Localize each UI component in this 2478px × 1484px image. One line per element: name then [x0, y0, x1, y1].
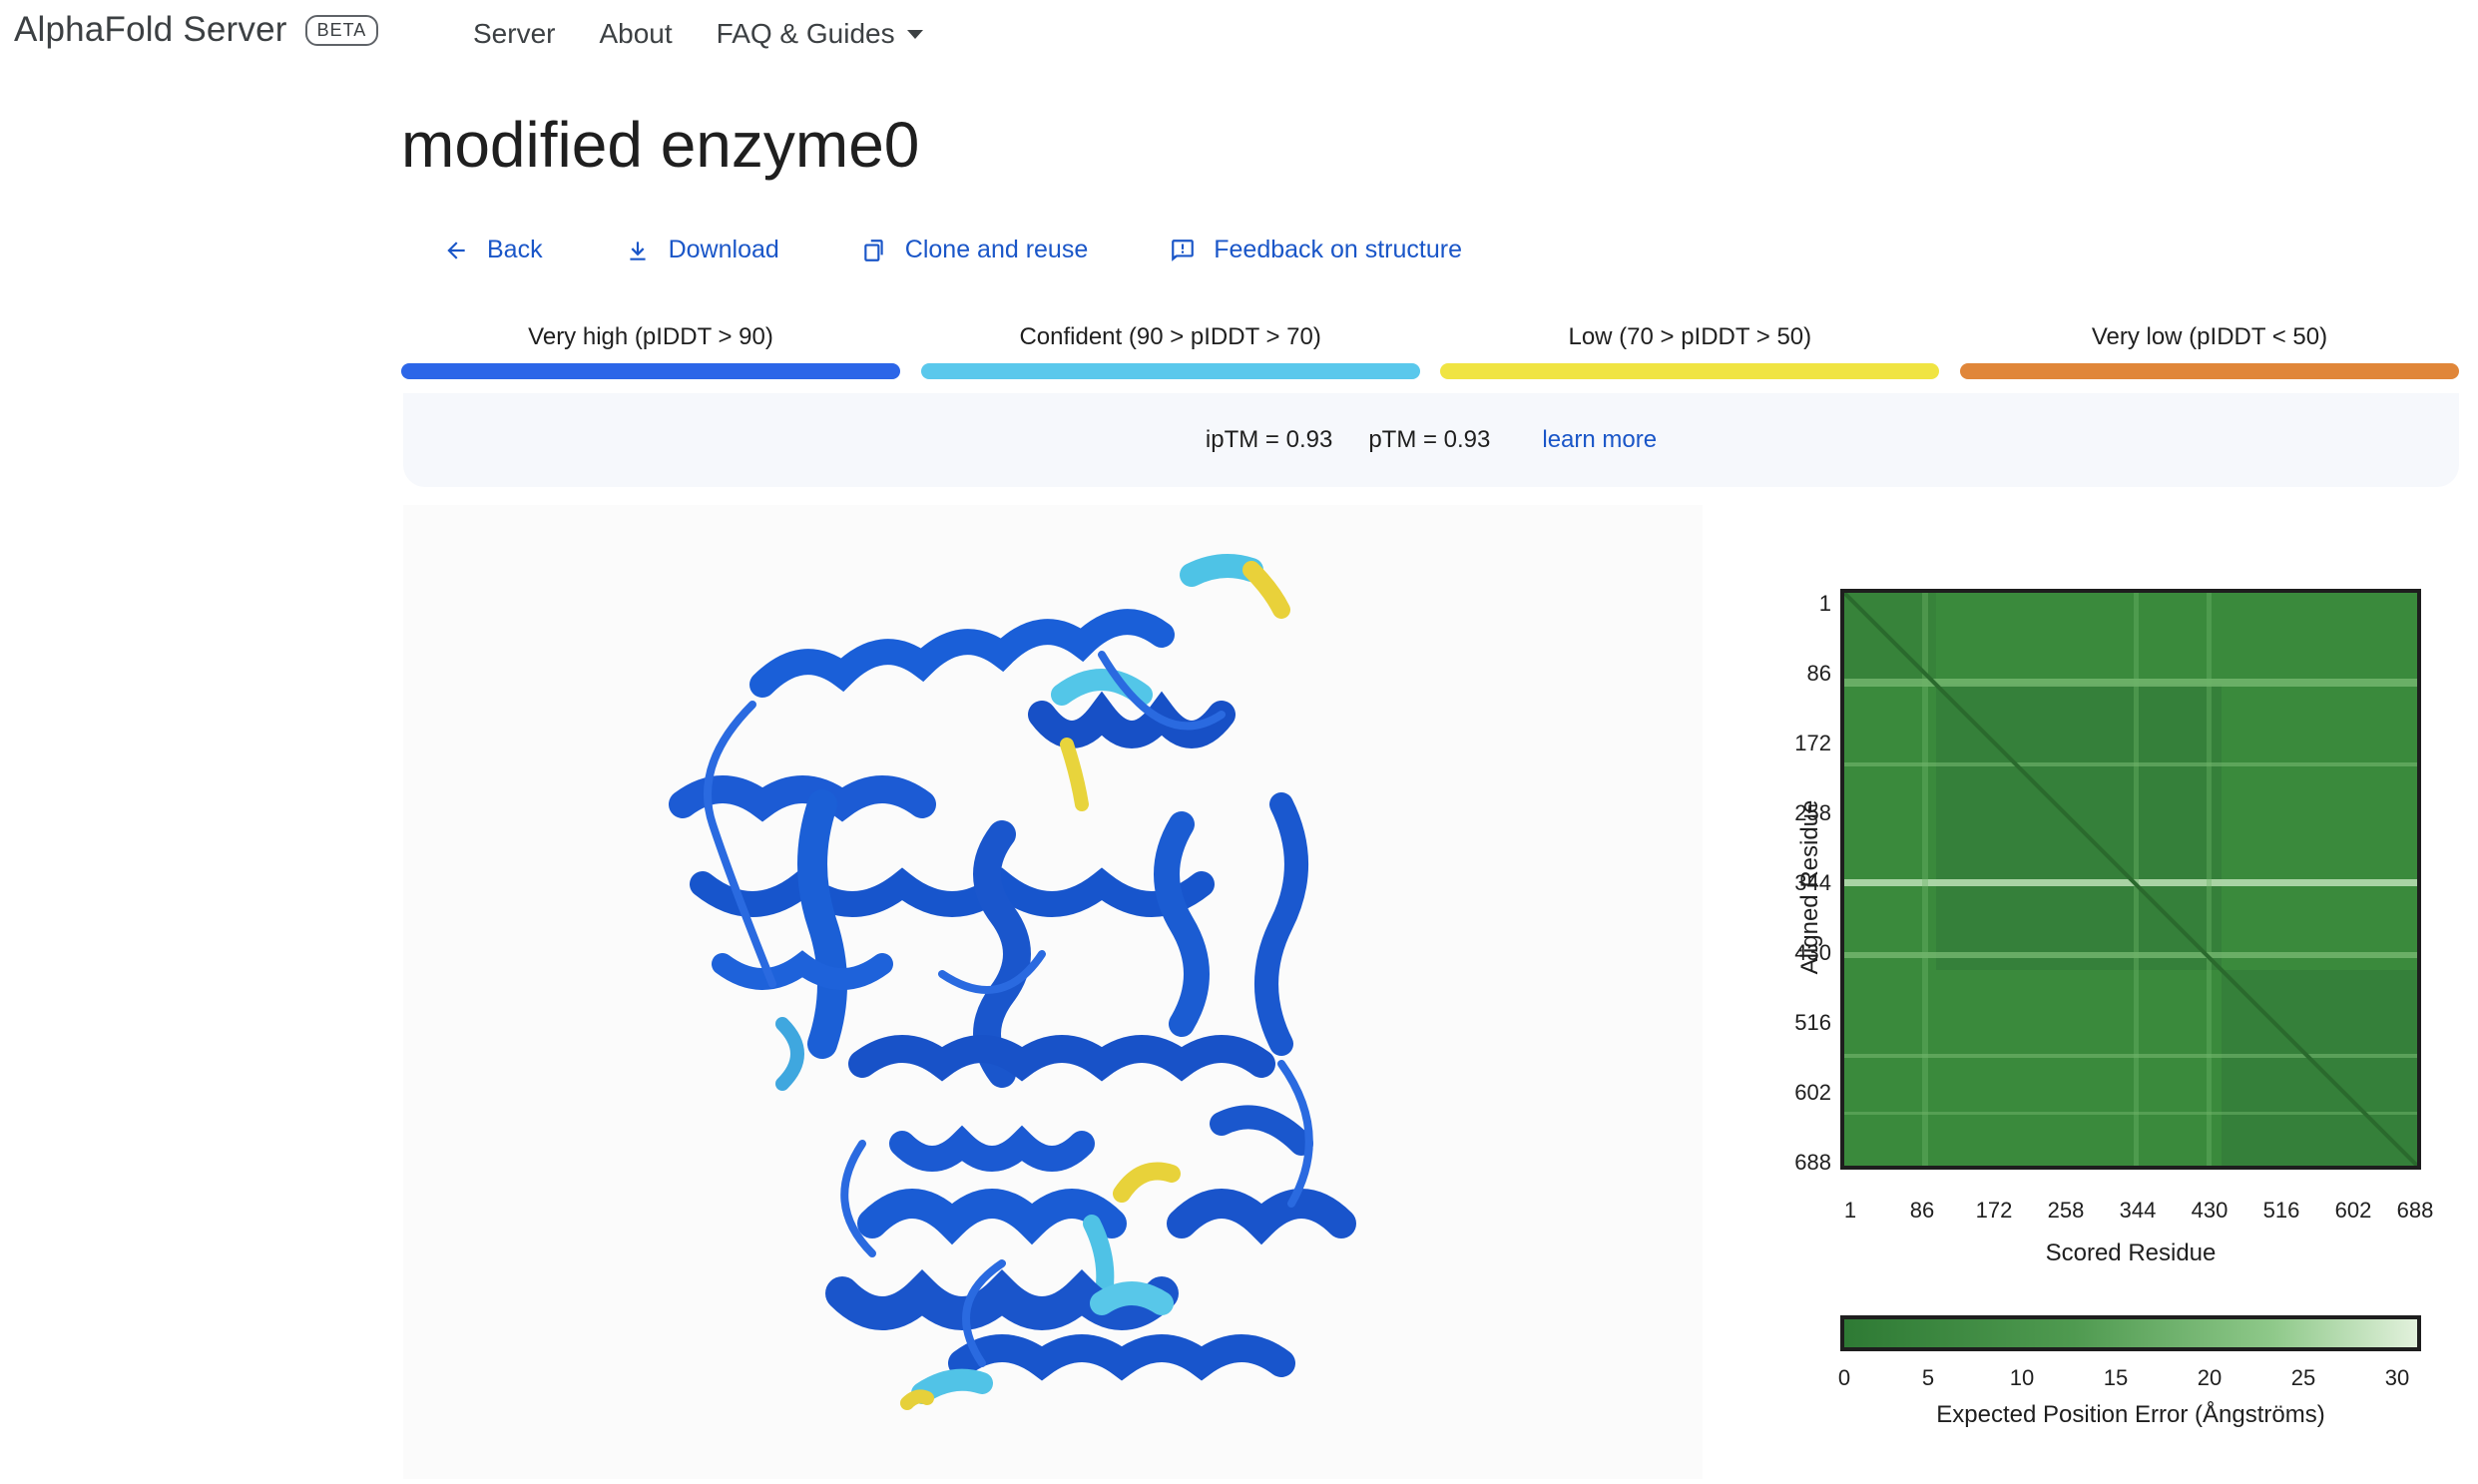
- colorbar-tick: 30: [2384, 1365, 2410, 1390]
- y-tick: 1: [1818, 591, 1831, 616]
- protein-structure-image: [669, 554, 1356, 1410]
- pae-heatmap-image: [1844, 593, 2417, 1166]
- nav-server-label: Server: [473, 18, 556, 49]
- legend-low-label: Low (70 > pIDDT > 50): [1568, 323, 1812, 350]
- y-tick: 602: [1794, 1080, 1831, 1105]
- feedback-icon: [1172, 239, 1195, 261]
- legend-confident-label: Confident (90 > pIDDT > 70): [1019, 323, 1321, 350]
- colorbar-tick: 15: [2103, 1365, 2129, 1390]
- colorbar-tick: 10: [2009, 1365, 2035, 1390]
- legend-very-high: Very high (pIDDT > 90): [401, 323, 900, 379]
- pae-colorbar: [1840, 1315, 2421, 1351]
- iptm-value: ipTM = 0.93: [1205, 426, 1333, 453]
- beta-badge: BETA: [304, 14, 379, 46]
- back-label: Back: [487, 236, 543, 263]
- copy-icon: [864, 239, 883, 261]
- y-tick: 86: [1806, 661, 1831, 686]
- action-bar: Back Download Clone and reuse Feedback o…: [443, 236, 1544, 264]
- x-tick: 430: [2191, 1198, 2229, 1223]
- pae-heatmap[interactable]: [1840, 589, 2421, 1170]
- legend-very-high-bar: [401, 363, 900, 379]
- x-tick: 258: [2047, 1198, 2085, 1223]
- download-label: Download: [668, 236, 779, 263]
- page-title: modified enzyme0: [401, 109, 920, 181]
- clone-label: Clone and reuse: [904, 236, 1089, 263]
- feedback-label: Feedback on structure: [1214, 236, 1462, 263]
- legend-confident: Confident (90 > pIDDT > 70): [920, 323, 1420, 379]
- nav-about[interactable]: About: [599, 18, 672, 50]
- download-button[interactable]: Download: [625, 236, 779, 264]
- nav-faq-guides[interactable]: FAQ & Guides: [717, 18, 923, 50]
- y-tick: 516: [1794, 1010, 1831, 1035]
- colorbar-label: Expected Position Error (Ångströms): [1936, 1401, 2325, 1428]
- x-tick: 602: [2334, 1198, 2372, 1223]
- y-tick: 172: [1794, 731, 1831, 755]
- download-icon: [630, 241, 646, 260]
- ptm-value: pTM = 0.93: [1368, 426, 1491, 453]
- brand[interactable]: AlphaFold Server BETA: [14, 10, 379, 50]
- x-tick: 688: [2396, 1198, 2434, 1223]
- y-tick: 344: [1794, 870, 1831, 895]
- colorbar-tick: 25: [2290, 1365, 2316, 1390]
- clone-reuse-button[interactable]: Clone and reuse: [861, 236, 1088, 264]
- feedback-button[interactable]: Feedback on structure: [1170, 236, 1462, 264]
- legend-low: Low (70 > pIDDT > 50): [1440, 323, 1940, 379]
- plddt-legend: Very high (pIDDT > 90) Confident (90 > p…: [401, 323, 2459, 379]
- y-tick: 258: [1794, 800, 1831, 825]
- confidence-metrics: ipTM = 0.93 pTM = 0.93 learn more: [403, 393, 2459, 487]
- legend-very-high-label: Very high (pIDDT > 90): [528, 323, 773, 350]
- legend-very-low: Very low (pIDDT < 50): [1959, 323, 2459, 379]
- caret-down-icon: [906, 29, 923, 39]
- back-button[interactable]: Back: [443, 236, 543, 264]
- arrow-back-icon: [447, 241, 465, 259]
- nav-about-label: About: [599, 18, 673, 49]
- main-nav: Server About FAQ & Guides: [473, 18, 967, 50]
- legend-very-low-bar: [1959, 363, 2459, 379]
- nav-faq-label: FAQ & Guides: [716, 18, 895, 49]
- y-tick: 430: [1794, 940, 1831, 965]
- nav-server[interactable]: Server: [473, 18, 555, 50]
- y-tick: 688: [1794, 1150, 1831, 1175]
- x-tick: 1: [1843, 1198, 1857, 1223]
- colorbar-tick: 5: [1921, 1365, 1935, 1390]
- learn-more-link[interactable]: learn more: [1542, 426, 1658, 453]
- colorbar-tick: 20: [2197, 1365, 2223, 1390]
- x-tick: 172: [1975, 1198, 2013, 1223]
- pae-plot: Aligned Residue 1 86 172 258 344 430 516…: [1736, 579, 2465, 1457]
- legend-very-low-label: Very low (pIDDT < 50): [2091, 323, 2328, 350]
- pae-x-axis-label: Scored Residue: [2045, 1239, 2217, 1266]
- legend-confident-bar: [920, 363, 1420, 379]
- colorbar-tick: 0: [1837, 1365, 1851, 1390]
- x-tick: 86: [1909, 1198, 1935, 1223]
- brand-name[interactable]: AlphaFold Server: [14, 10, 287, 49]
- legend-low-bar: [1440, 363, 1940, 379]
- structure-viewer[interactable]: [403, 505, 1703, 1479]
- x-tick: 516: [2262, 1198, 2300, 1223]
- x-tick: 344: [2119, 1198, 2157, 1223]
